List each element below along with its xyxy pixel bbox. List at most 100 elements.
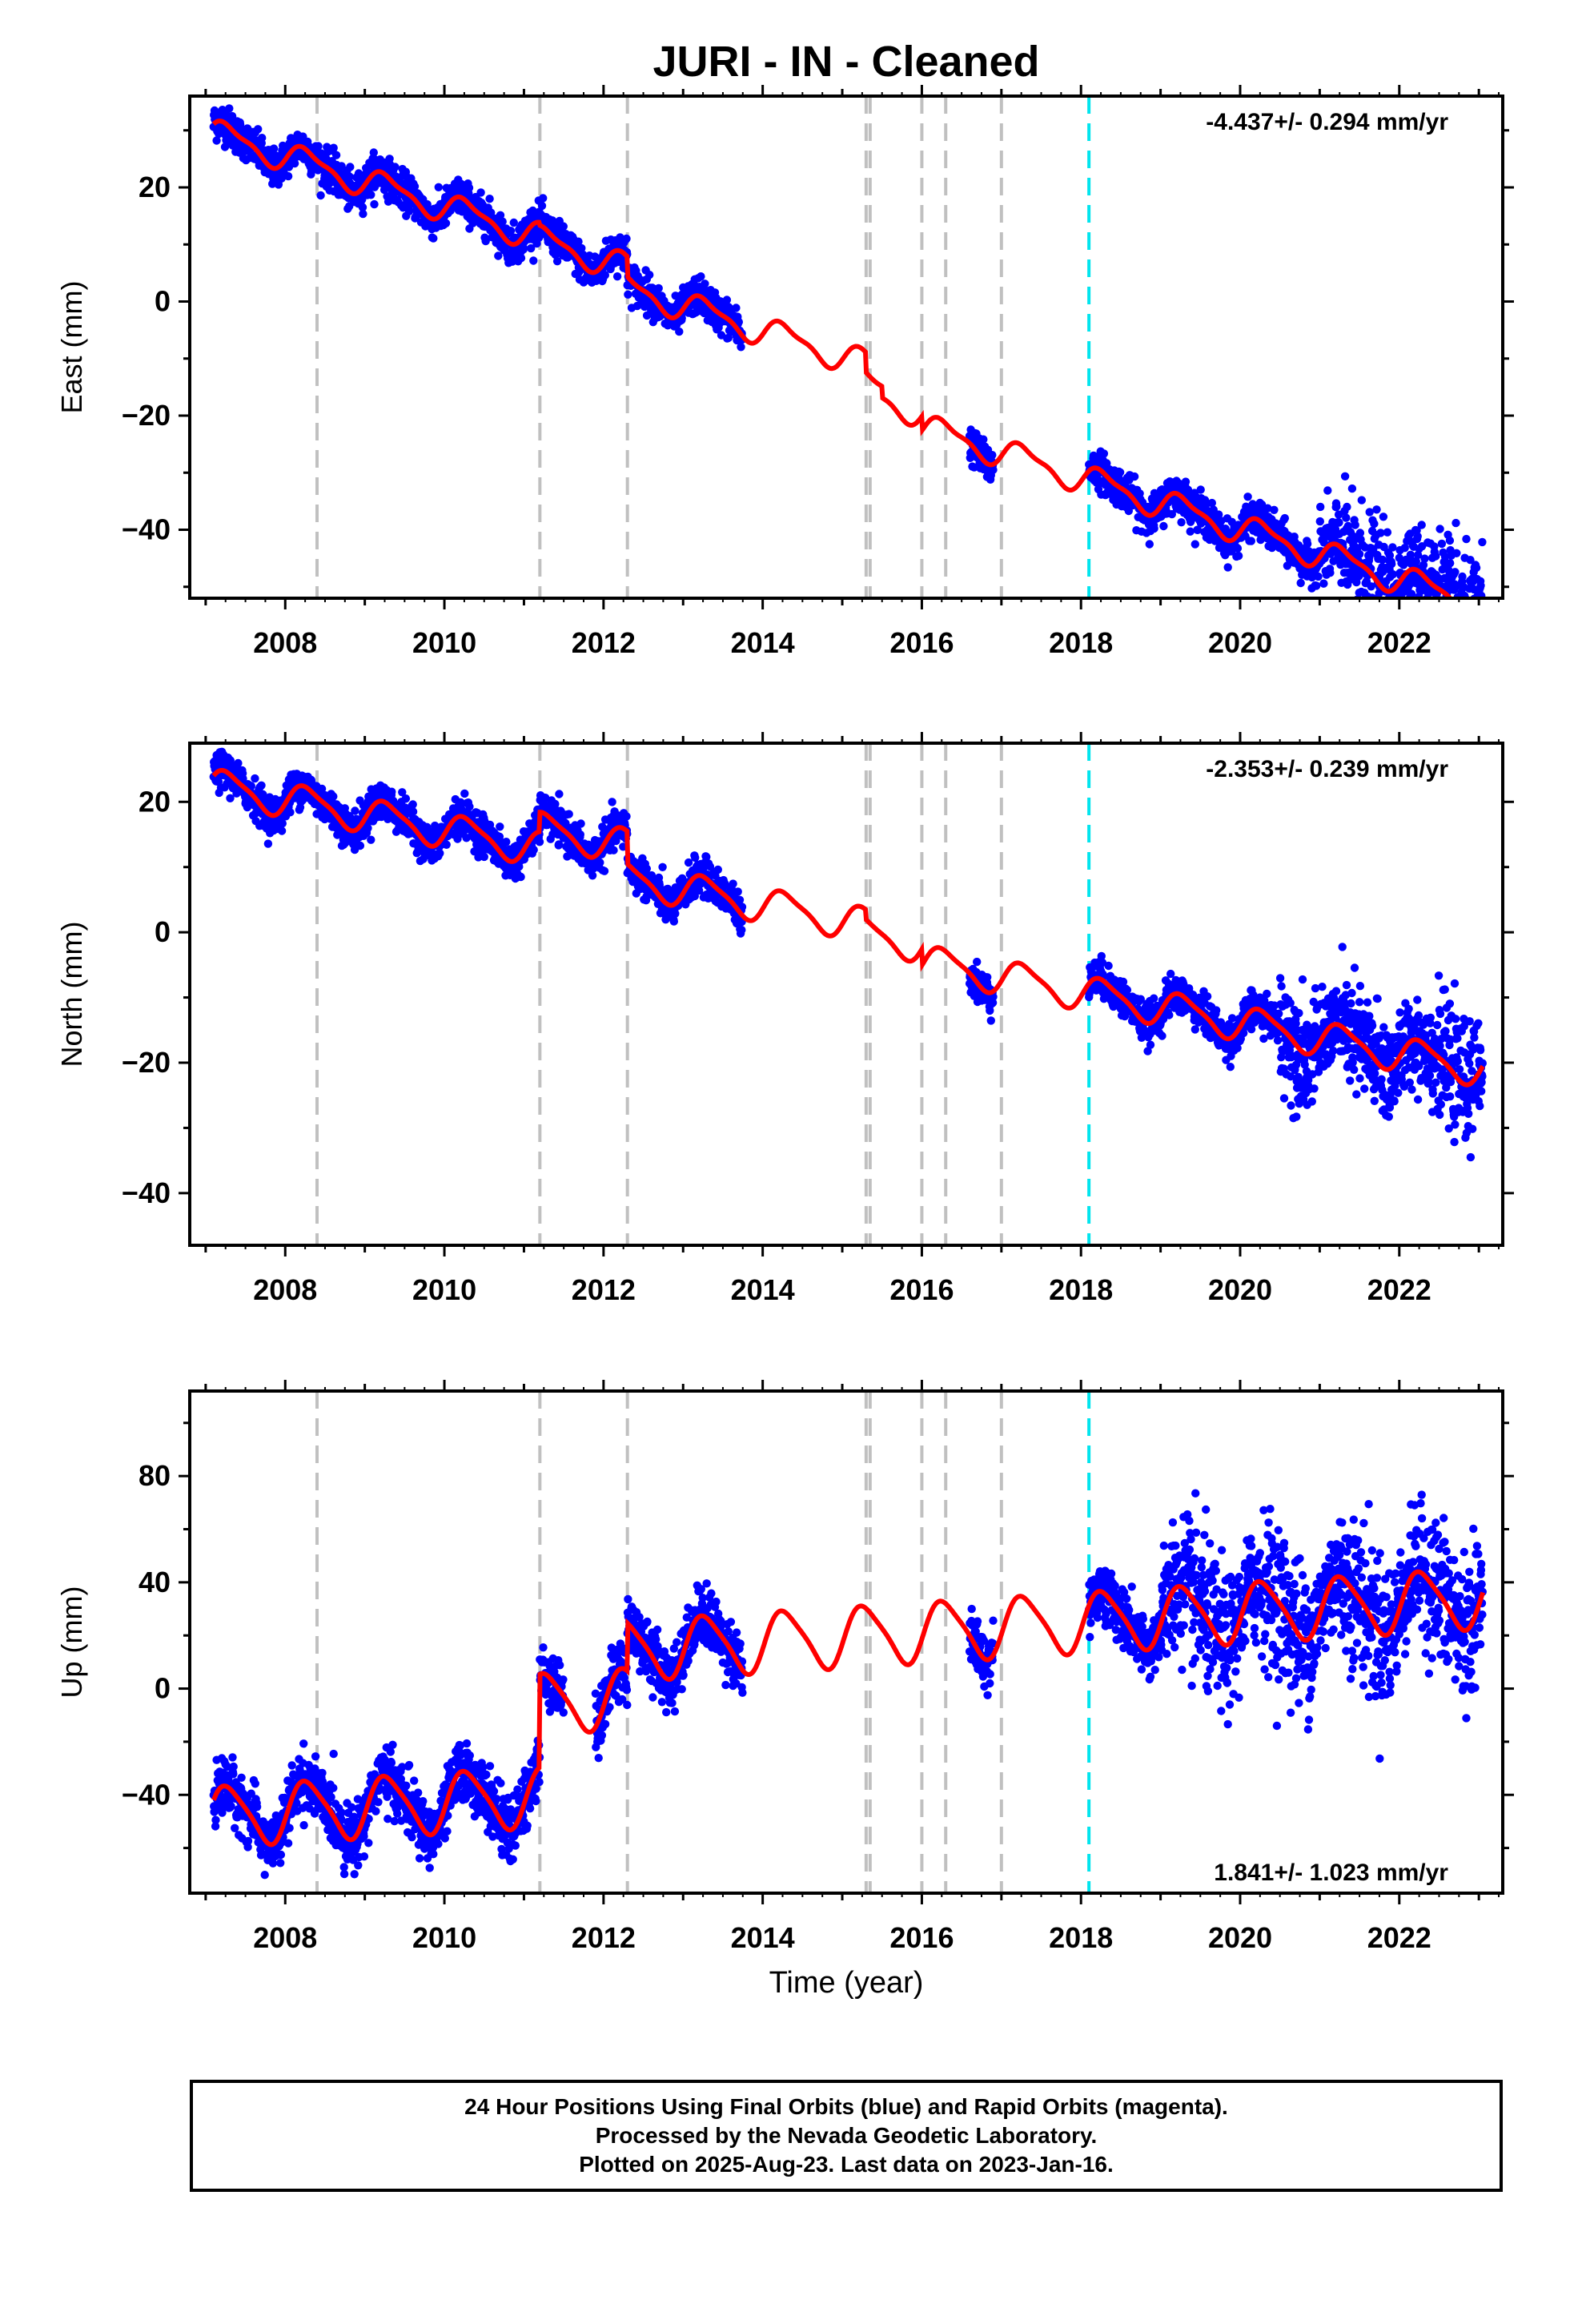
data-point [1464,601,1472,609]
data-point [1317,605,1325,613]
data-point [1380,615,1388,623]
data-point [331,151,341,159]
data-point [1314,572,1323,581]
east-plot-frame [188,94,1504,600]
data-point [1472,612,1480,620]
east-x-tick-label: 2010 [412,626,476,659]
data-point [529,256,538,265]
data-point [277,826,287,835]
east-x-tick-label: 2018 [1049,626,1113,659]
data-point [1435,525,1444,533]
data-point [734,317,743,327]
data-point [1379,513,1388,521]
data-point [970,463,979,472]
data-point [1435,613,1443,621]
data-point [1462,609,1470,617]
data-point [1452,518,1460,528]
data-point [564,810,573,818]
data-point [1371,609,1379,617]
data-point [1381,611,1389,619]
data-point [645,271,654,279]
data-point [367,835,375,844]
data-point [1462,534,1471,544]
data-point [1363,601,1371,609]
data-point [559,222,568,231]
data-point [1150,524,1158,533]
north-data-points [209,747,1488,1162]
data-point [1404,599,1412,607]
east-rate-label: -4.437+/- 0.294 mm/yr [1206,109,1448,135]
data-point [1464,614,1472,622]
data-point [436,849,444,858]
data-point [552,257,562,266]
data-point [697,272,705,281]
east-x-axis: 2008 2010 2012 2014 2016 2018 2020 2022 [204,85,1500,659]
data-point [1450,617,1458,625]
data-point [1385,605,1393,613]
data-point [1445,536,1455,545]
data-point [733,887,742,896]
data-point [1457,638,1465,646]
data-point [1367,606,1375,614]
data-point [496,211,505,219]
data-point [1388,570,1398,579]
data-point [1234,551,1243,561]
data-point [1478,537,1487,547]
data-point [1466,621,1474,629]
data-point [286,808,295,817]
east-x-tick-label: 2016 [889,626,954,659]
data-point [1464,630,1472,638]
data-point [1367,582,1375,591]
data-point [1383,528,1392,537]
east-event-lines [315,96,1091,598]
data-point [243,802,252,812]
data-point [1407,589,1416,598]
data-point [979,435,988,444]
data-point [1426,617,1434,625]
east-y-axis-label: East (mm) [55,281,88,414]
data-point [577,243,586,253]
data-point [1355,529,1365,537]
data-point [701,279,709,288]
east-y-tick-label: −40 [122,513,171,546]
data-point [1376,529,1385,537]
data-point [622,812,631,821]
data-point [251,774,259,783]
data-point [1461,619,1469,627]
data-point [1312,581,1321,590]
data-point [1436,602,1444,610]
data-point [1455,634,1463,642]
data-point [1391,614,1399,622]
data-point [1370,605,1378,613]
data-point [1343,502,1351,512]
data-point [1351,521,1359,529]
data-point [1437,630,1445,638]
data-point [329,143,338,152]
data-point [1468,611,1476,619]
data-point [1391,612,1399,620]
east-model-line [211,119,1453,598]
data-point [1467,644,1475,652]
data-point [1303,539,1312,549]
data-point [1243,493,1252,501]
data-point [1459,622,1467,630]
data-point [1378,618,1386,626]
east-y-tick-label: 20 [139,171,171,203]
data-point [986,1016,996,1025]
data-point [988,451,997,460]
data-point [429,234,438,243]
data-point [346,163,355,171]
data-point [1130,472,1139,481]
data-point [1420,603,1428,611]
data-point [1462,628,1470,636]
data-point [529,846,538,854]
data-point [1413,532,1422,541]
data-point [1477,591,1486,598]
data-point [410,182,420,191]
data-point [724,333,733,343]
data-point [355,841,365,850]
data-point [1435,607,1443,615]
data-point [314,142,323,151]
data-point [1449,605,1457,613]
